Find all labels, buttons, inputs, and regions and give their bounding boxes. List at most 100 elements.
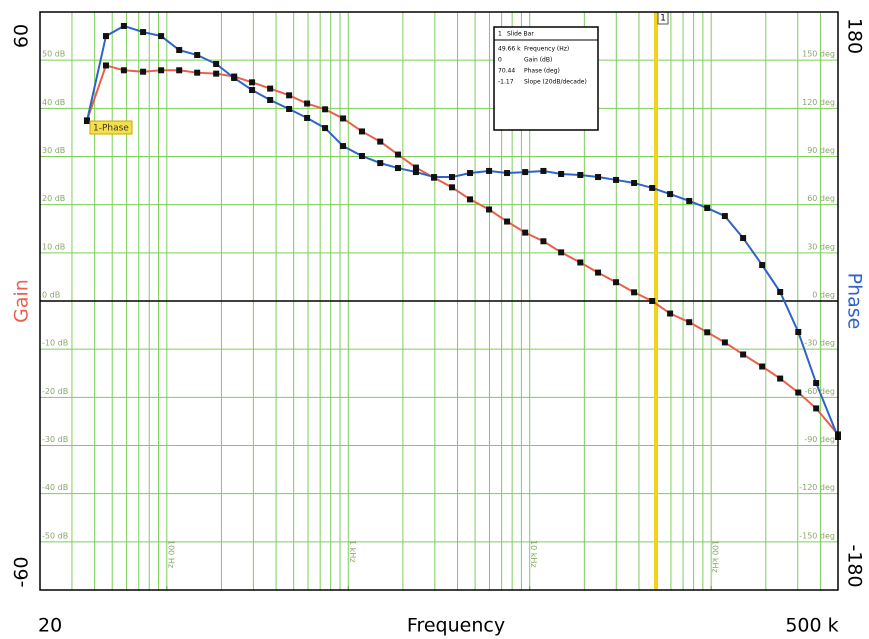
y2-tick-label: -90 deg [804, 435, 835, 444]
y2-tick-label: 150 deg [802, 50, 835, 59]
point [777, 375, 784, 382]
point [467, 196, 474, 203]
y-tick-label: 30 dB [42, 146, 65, 155]
point [540, 167, 547, 174]
point [613, 279, 620, 286]
point [504, 170, 511, 177]
point [194, 69, 201, 76]
point [704, 205, 711, 212]
readout-name: Phase (deg) [524, 68, 560, 75]
y-tick-label: 10 dB [42, 242, 65, 251]
point [740, 235, 747, 242]
point [686, 319, 693, 326]
point [577, 259, 584, 266]
point [304, 114, 311, 121]
point [358, 153, 365, 160]
readout-title-id: 1 [498, 31, 502, 38]
y-axis-title: Gain [11, 279, 33, 323]
point [595, 269, 602, 276]
y-tick-label: -10 dB [42, 339, 68, 348]
y2-tick-label: 30 deg [807, 242, 835, 251]
point [176, 47, 183, 54]
y-tick-label: -30 dB [42, 435, 68, 444]
plot: 1 1-Phase [83, 11, 841, 590]
x-axis-title: Frequency [407, 615, 505, 637]
readout-value: -1.17 [498, 79, 514, 86]
x-tick-label: 10 kHz [529, 540, 538, 568]
point [83, 118, 90, 125]
point [249, 87, 256, 94]
y2-tick-label: 90 deg [807, 146, 835, 155]
y2-tick-label: 0 deg [812, 291, 835, 300]
point [449, 174, 456, 181]
point [322, 125, 329, 132]
y-tick-label: -50 dB [42, 531, 68, 540]
readout-value: 70.44 [498, 68, 515, 75]
y2-axis-title: Phase [844, 273, 866, 330]
point [213, 70, 220, 77]
point [377, 160, 384, 167]
grid [40, 12, 838, 590]
y-tick-label: -20 dB [42, 387, 68, 396]
point [577, 171, 584, 178]
point [813, 405, 820, 412]
point [740, 351, 747, 358]
point [631, 289, 638, 296]
y2-tick-label: -120 deg [799, 483, 835, 492]
point [140, 29, 147, 36]
point [467, 170, 474, 177]
point [595, 174, 602, 181]
y2-tick-label: -30 deg [804, 339, 835, 348]
point [613, 176, 620, 183]
point [120, 67, 127, 74]
point [412, 169, 419, 176]
point [249, 79, 256, 86]
point [231, 74, 238, 81]
x-tick-label: 1 kHz [348, 540, 357, 562]
point [158, 67, 165, 74]
y2-tick-label: -150 deg [799, 531, 835, 540]
y2-tick-label: -60 deg [804, 387, 835, 396]
point [304, 100, 311, 107]
readout-value: 49.66 k [498, 46, 521, 53]
point [795, 328, 802, 335]
readout-box [493, 26, 599, 131]
point [213, 61, 220, 68]
y2-tick-label: 60 deg [807, 194, 835, 203]
point [395, 151, 402, 158]
point [667, 191, 674, 198]
point [795, 389, 802, 396]
point [667, 310, 674, 317]
point [558, 171, 565, 178]
point [522, 169, 529, 176]
annotation: 1-Phase [93, 124, 129, 134]
point [176, 67, 183, 74]
point [120, 22, 127, 29]
point [340, 143, 347, 150]
point [286, 105, 293, 112]
point [377, 138, 384, 145]
readout-name: Slope (20dB/decade) [524, 79, 587, 86]
point [649, 184, 656, 191]
y2-end-label: -180 [844, 544, 866, 587]
point [649, 298, 656, 304]
point [194, 52, 201, 59]
y-tick-label: 40 dB [42, 98, 65, 107]
readout-name: Gain (dB) [524, 57, 552, 64]
point [267, 85, 274, 92]
y-tick-label: 50 dB [42, 50, 65, 59]
point [412, 164, 419, 171]
point [631, 179, 638, 186]
point [486, 206, 493, 213]
plot-frame [39, 11, 839, 591]
point [358, 128, 365, 135]
point [777, 289, 784, 296]
point [813, 380, 820, 387]
readout-name: Frequency (Hz) [524, 46, 569, 53]
y-tick-label: -40 dB [42, 483, 68, 492]
y-end-label: -60 [11, 556, 33, 587]
point [340, 115, 347, 122]
point [395, 165, 402, 172]
point [721, 213, 728, 220]
